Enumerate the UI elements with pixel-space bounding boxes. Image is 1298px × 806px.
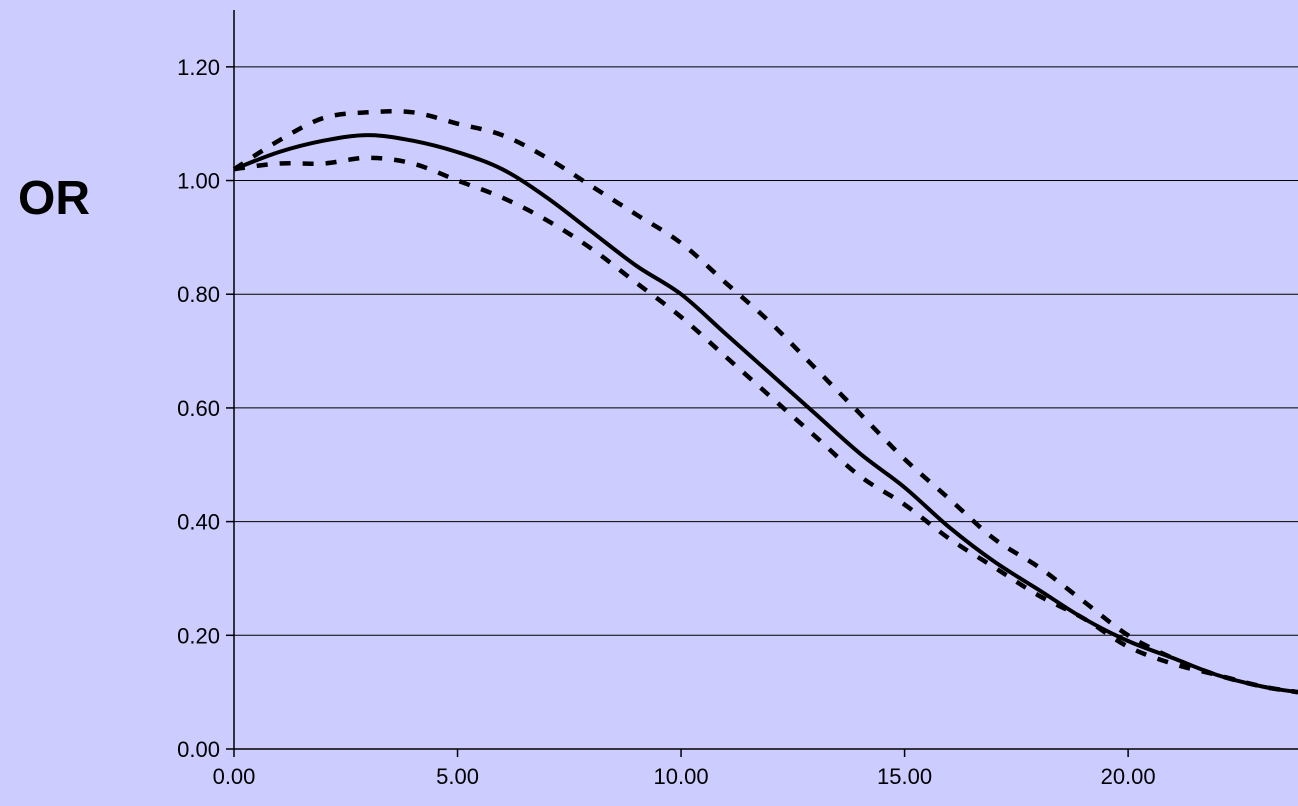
x-tick-label: 0.00 <box>213 764 256 789</box>
x-tick-label: 10.00 <box>654 764 709 789</box>
y-tick-label: 0.80 <box>177 282 220 307</box>
x-tick-labels: 0.00 5.00 10.00 15.00 20.00 <box>213 764 1156 789</box>
series-group <box>232 108 1298 695</box>
y-tick-label: 0.40 <box>177 510 220 535</box>
y-tick-label: 1.00 <box>177 169 220 194</box>
axes <box>226 10 1298 757</box>
series-line-estimate <box>233 133 1298 695</box>
x-tick-label: 20.00 <box>1101 764 1156 789</box>
y-axis-label: OR <box>18 172 90 225</box>
y-tick-labels: 0.00 0.20 0.40 0.60 0.80 1.00 1.20 <box>177 55 220 762</box>
x-tick-label: 5.00 <box>436 764 479 789</box>
series-line-ci-2 <box>233 155 1298 695</box>
gridlines <box>234 66 1298 636</box>
y-tick-label: 0.00 <box>177 737 220 762</box>
y-tick-label: 0.20 <box>177 623 220 648</box>
y-tick-label: 1.20 <box>177 55 220 80</box>
x-tick-label: 15.00 <box>877 764 932 789</box>
y-tick-label: 0.60 <box>177 396 220 421</box>
series-line-ci-1 <box>232 108 1298 695</box>
